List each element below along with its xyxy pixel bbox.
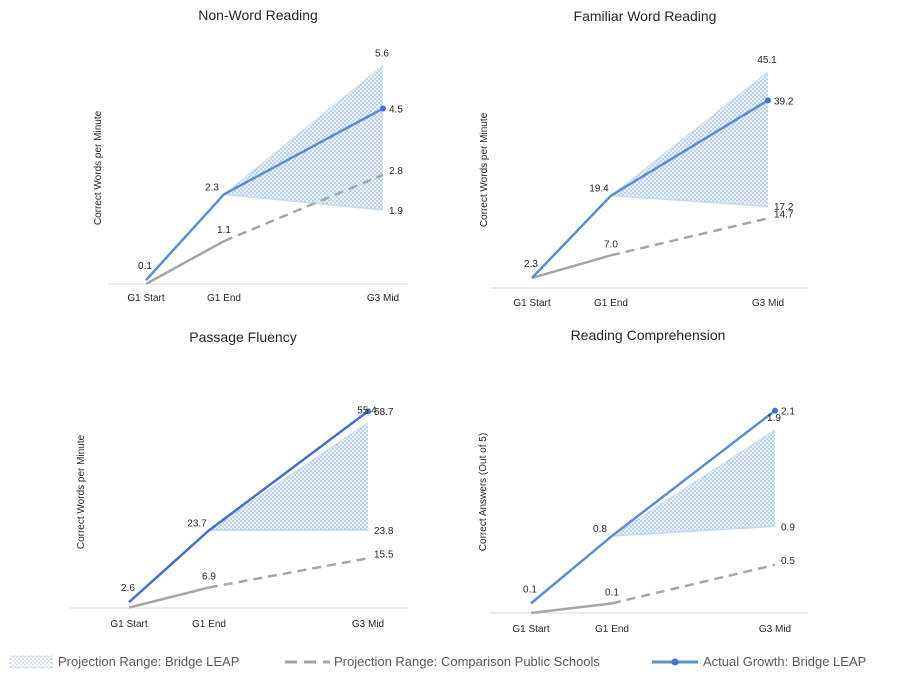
- legend-range-swatch: [9, 655, 53, 669]
- x-tick-label: G3 Mid: [759, 624, 791, 635]
- comparison-line-projected: [611, 563, 776, 605]
- data-label-actual-start: 2.6: [121, 583, 135, 594]
- x-tick-label: G1 Start: [513, 298, 550, 309]
- actual-growth-line: [530, 409, 776, 605]
- data-label-range-high: 5.6: [375, 49, 389, 60]
- data-label-actual-mid: 19.4: [589, 184, 609, 195]
- data-label-comparison-mid: 1.1: [217, 225, 231, 236]
- chart-title: Passage Fluency: [189, 329, 296, 345]
- data-label-range-low: 23.8: [374, 526, 394, 537]
- comparison-line-actual: [530, 602, 613, 615]
- projection-range-low-edge: [610, 194, 769, 208]
- data-label-actual-start: 0.1: [138, 261, 152, 272]
- projection-range-high-edge: [223, 65, 384, 195]
- projection-range-area: [224, 65, 383, 210]
- actual-growth-line: [145, 107, 384, 281]
- data-label-range-high: 1.9: [767, 413, 781, 424]
- comparison-line-projected: [610, 217, 769, 257]
- actual-growth-end-marker: [365, 408, 371, 415]
- data-label-actual-mid: 2.3: [205, 182, 219, 193]
- comparison-line-projected: [208, 557, 369, 589]
- actual-growth-end-marker: [765, 97, 771, 104]
- legend-comparison-label: Projection Range: Comparison Public Scho…: [334, 654, 600, 669]
- data-label-actual-start: 2.3: [524, 259, 538, 270]
- projection-range-low-edge: [223, 193, 384, 211]
- legend-range-label: Projection Range: Bridge LEAP: [58, 654, 239, 669]
- x-tick-label: G1 Start: [512, 624, 549, 635]
- data-label-range-low: 1.9: [389, 206, 403, 217]
- y-axis-label: Correct Words per Minute: [76, 434, 87, 549]
- comparison-line-actual: [145, 240, 225, 286]
- data-label-comparison-end: 0.5: [781, 556, 795, 567]
- y-axis-label: Correct Answers (Out of 5): [478, 433, 489, 551]
- x-tick-label: G3 Mid: [367, 293, 399, 304]
- data-label-comparison-mid: 6.9: [202, 572, 216, 583]
- data-label-actual-end: 2.1: [781, 407, 795, 418]
- y-axis-label: Correct Words per Minute: [93, 110, 104, 225]
- chart-title: Non-Word Reading: [198, 7, 318, 23]
- chart-panel-4: Reading Comprehension Correct Answers (Ou…: [478, 327, 808, 635]
- actual-growth-end-marker: [772, 407, 778, 414]
- data-label-comparison-end: 15.5: [374, 549, 394, 560]
- chart-panel-1: Non-Word Reading Correct Words per Minute…: [93, 7, 408, 304]
- data-label-range-low: 0.9: [781, 522, 795, 533]
- x-tick-label: G1 Start: [127, 293, 164, 304]
- x-tick-label: G1 End: [595, 624, 629, 635]
- data-label-range-low: 17.2: [774, 202, 794, 213]
- legend-actual-marker: [671, 658, 679, 666]
- actual-growth-line: [128, 410, 369, 604]
- x-tick-label: G3 Mid: [752, 298, 784, 309]
- chart-title: Reading Comprehension: [571, 327, 726, 343]
- actual-growth-line: [531, 99, 769, 279]
- data-label-comparison-end: 2.8: [389, 166, 403, 177]
- chart-title: Familiar Word Reading: [574, 8, 717, 24]
- data-label-actual-end: 4.5: [389, 105, 403, 116]
- comparison-line-actual: [531, 254, 612, 280]
- data-label-range-high: 45.1: [757, 55, 777, 66]
- projection-range-high-edge: [208, 422, 369, 531]
- chart-panel-2: Familiar Word Reading Correct Words per M…: [479, 8, 808, 309]
- data-label-comparison-end: 14.7: [774, 209, 794, 220]
- data-label-comparison-mid: 7.0: [604, 239, 618, 250]
- x-tick-label: G3 Mid: [352, 619, 384, 630]
- x-tick-label: G1 End: [192, 619, 226, 630]
- x-tick-label: G1 Start: [110, 619, 147, 630]
- chart-panel-3: Passage Fluency Correct Words per Minute G…: [70, 329, 408, 630]
- data-label-comparison-mid: 0.1: [605, 587, 619, 598]
- actual-growth-end-marker: [380, 105, 386, 112]
- x-tick-label: G1 End: [594, 298, 628, 309]
- comparison-line-actual: [128, 586, 210, 609]
- data-label-actual-mid: 0.8: [593, 524, 607, 535]
- data-label-actual-end: 58.7: [374, 407, 394, 418]
- projection-range-high-edge: [611, 429, 776, 537]
- y-axis-label: Correct Words per Minute: [479, 112, 490, 227]
- projection-range-low-edge: [611, 525, 776, 537]
- data-label-actual-start: 0.1: [523, 584, 537, 595]
- legend: Projection Range: Bridge LEAP Projection…: [9, 654, 866, 669]
- data-label-range-high: 55.4: [357, 405, 377, 416]
- data-label-actual-end: 39.2: [774, 96, 794, 107]
- data-label-actual-mid: 23.7: [187, 518, 207, 529]
- comparison-line-projected: [223, 173, 384, 243]
- x-tick-label: G1 End: [207, 293, 241, 304]
- projection-range-high-edge: [610, 71, 769, 197]
- projection-range-area: [611, 71, 768, 207]
- legend-actual-label: Actual Growth: Bridge LEAP: [703, 654, 866, 669]
